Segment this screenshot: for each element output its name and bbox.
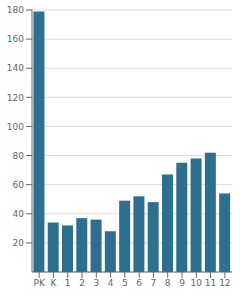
svg-text:20: 20 (13, 238, 25, 248)
svg-text:8: 8 (165, 278, 171, 288)
svg-text:1: 1 (65, 278, 71, 288)
svg-text:120: 120 (8, 93, 24, 103)
svg-text:6: 6 (136, 278, 142, 288)
svg-text:3: 3 (93, 278, 99, 288)
svg-text:40: 40 (13, 209, 25, 219)
svg-text:10: 10 (191, 278, 203, 288)
svg-text:9: 9 (179, 278, 185, 288)
svg-text:5: 5 (122, 278, 128, 288)
svg-text:11: 11 (205, 278, 216, 288)
svg-text:140: 140 (8, 63, 24, 73)
svg-text:180: 180 (8, 5, 24, 15)
svg-text:7: 7 (151, 278, 157, 288)
svg-text:PK: PK (33, 278, 45, 288)
svg-text:100: 100 (8, 122, 24, 132)
svg-text:2: 2 (79, 278, 85, 288)
svg-text:160: 160 (8, 34, 24, 44)
svg-text:4: 4 (108, 278, 114, 288)
svg-text:80: 80 (13, 151, 25, 161)
svg-text:K: K (50, 278, 57, 288)
svg-text:60: 60 (13, 180, 25, 190)
svg-text:12: 12 (219, 278, 230, 288)
